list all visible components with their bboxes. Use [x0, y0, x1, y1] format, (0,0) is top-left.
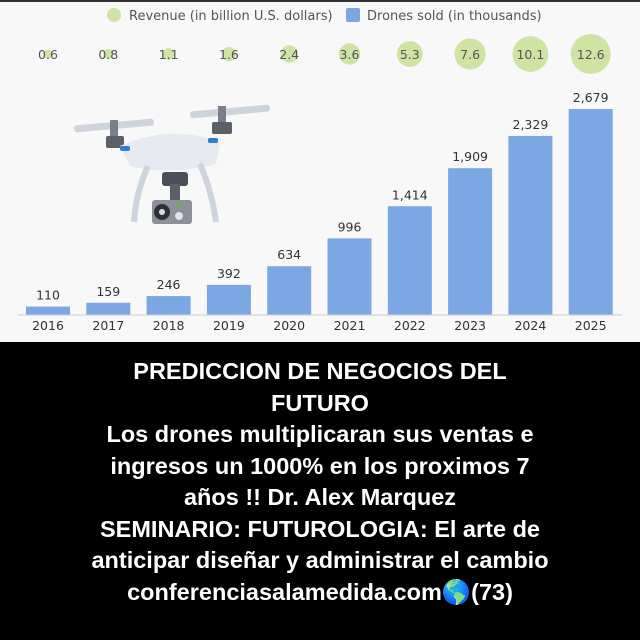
- bar-2023: [448, 168, 493, 315]
- revenue-label: 10.1: [516, 47, 544, 62]
- bar-2024: [508, 135, 553, 315]
- bar-2019: [206, 284, 251, 315]
- revenue-label: 3.6: [340, 47, 360, 62]
- x-tick-labels: 2016 2017 2018 2019 2020 2021 2022 2023 2024 2025: [32, 318, 607, 333]
- x-tick-label: 2025: [575, 318, 607, 333]
- revenue-bubble-2021: [338, 43, 361, 65]
- caption-line: SEMINARIO: FUTUROLOGIA: El arte de: [100, 515, 540, 542]
- bar-2022: [387, 206, 432, 315]
- bar-value-label: 392: [217, 266, 241, 281]
- revenue-label: 2.4: [279, 47, 299, 62]
- legend-revenue-label: Revenue (in billion U.S. dollars): [129, 9, 333, 24]
- bar-2018: [146, 296, 191, 315]
- bar-value-label: 2,329: [513, 117, 549, 132]
- x-tick-label: 2020: [273, 318, 305, 333]
- bar-2021: [327, 238, 372, 315]
- legend: Revenue (in billion U.S. dollars) Drones…: [107, 8, 542, 24]
- revenue-bubble-2017: [103, 48, 114, 60]
- bar-2016: [26, 306, 70, 315]
- revenue-label: 5.3: [400, 47, 420, 62]
- revenue-bubble-2019: [221, 46, 237, 62]
- caption: PREDICCION DE NEGOCIOS DEL FUTURO Los dr…: [0, 342, 640, 640]
- caption-line: FUTURO: [271, 389, 369, 416]
- bar-value-label: 159: [96, 284, 120, 299]
- x-tick-label: 2016: [32, 318, 64, 333]
- x-tick-label: 2024: [514, 318, 546, 333]
- caption-count: (73): [471, 578, 513, 605]
- legend-revenue-swatch: [107, 8, 121, 22]
- drone-bars: 110 159 246 392 634 996 1,414 1,909 2,329 2,679: [26, 90, 613, 315]
- bar-value-label: 996: [338, 219, 362, 234]
- revenue-bubble-2024: [512, 36, 549, 72]
- bar-2020: [267, 266, 312, 315]
- chart-svg: Revenue (in billion U.S. dollars) Drones…: [18, 8, 622, 333]
- revenue-label: 0.8: [98, 47, 118, 62]
- caption-line: años !! Dr. Alex Marquez: [183, 484, 457, 510]
- x-tick-label: 2017: [92, 318, 124, 333]
- revenue-label: 7.6: [460, 47, 480, 62]
- legend-drones-swatch: [346, 8, 360, 22]
- x-tick-label: 2018: [153, 318, 185, 333]
- bar-value-label: 2,679: [573, 90, 609, 105]
- legend-drones-label: Drones sold (in thousands): [367, 9, 542, 24]
- chart: Revenue (in billion U.S. dollars) Drones…: [0, 0, 640, 342]
- bar-2025: [568, 109, 613, 315]
- bar-value-label: 1,909: [452, 149, 488, 164]
- revenue-bubble-2023: [454, 38, 486, 70]
- x-tick-label: 2022: [394, 318, 426, 333]
- x-tick-label: 2021: [334, 318, 366, 333]
- revenue-label: 12.6: [577, 47, 605, 62]
- bar-value-label: 1,414: [392, 187, 428, 202]
- x-tick-label: 2019: [213, 318, 245, 333]
- caption-line: anticipar diseñar y administrar el cambi…: [91, 547, 549, 573]
- bar-2017: [86, 302, 131, 315]
- caption-line: Los drones multiplicaran sus ventas e: [106, 421, 534, 447]
- bar-value-label: 110: [36, 288, 60, 303]
- revenue-bubble-2016: [43, 49, 53, 59]
- revenue-bubble-2018: [162, 48, 175, 60]
- bar-value-label: 246: [157, 277, 181, 292]
- revenue-label: 1.1: [159, 47, 179, 62]
- caption-line: ingresos un 1000% en los proximos 7: [110, 452, 530, 479]
- drone-icon: [74, 104, 270, 224]
- x-tick-label: 2023: [454, 318, 486, 333]
- bar-value-label: 634: [277, 247, 301, 262]
- website-link[interactable]: conferenciasalamedida.com: [127, 578, 442, 605]
- revenue-bubble-2025: [570, 34, 611, 74]
- revenue-bubble-2020: [280, 45, 298, 63]
- revenue-label: 1.6: [219, 47, 239, 62]
- caption-line-link: conferenciasalamedida.com🌎(73): [0, 577, 640, 609]
- revenue-label: 0.6: [38, 47, 58, 62]
- revenue-bubbles: 0.6 0.8 1.1 1.6 2.4 3.6 5.3 7.6 10.1 12.6: [38, 34, 611, 74]
- caption-line: PREDICCION DE NEGOCIOS DEL: [133, 358, 507, 384]
- revenue-bubble-2022: [396, 41, 423, 67]
- globe-icon: 🌎: [441, 578, 472, 605]
